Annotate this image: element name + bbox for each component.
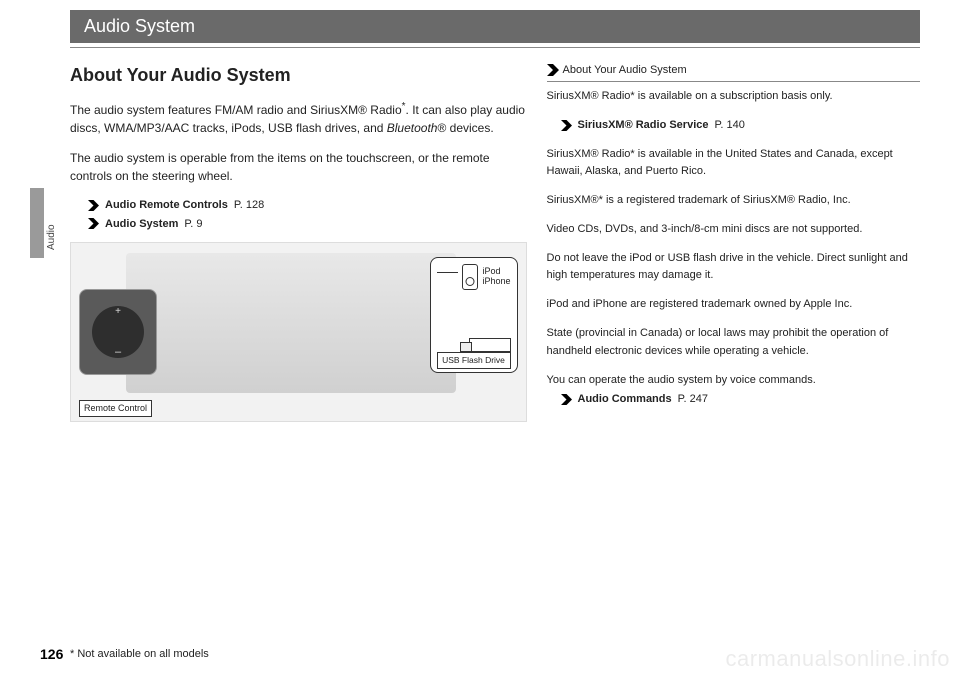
side-p5: Do not leave the iPod or USB flash drive… xyxy=(547,250,921,284)
side-p7: State (provincial in Canada) or local la… xyxy=(547,325,921,359)
ref-page: P. 140 xyxy=(715,117,745,134)
cross-ref: SiriusXM® Radio Service P. 140 xyxy=(561,117,921,134)
ref-page: P. 128 xyxy=(234,197,264,214)
link-icon xyxy=(561,394,572,405)
cross-ref: Audio Commands P. 247 xyxy=(561,391,921,408)
sidebar-heading: About Your Audio System xyxy=(547,62,921,82)
usb-drive-icon xyxy=(469,338,511,352)
page: Audio System Audio About Your Audio Syst… xyxy=(0,0,960,678)
intro-paragraph-1: The audio system features FM/AM radio an… xyxy=(70,99,527,137)
sidebar-column: About Your Audio System SiriusXM® Radio*… xyxy=(547,62,921,422)
ipod-icon xyxy=(462,264,478,290)
cross-ref: Audio Remote Controls P. 128 xyxy=(88,197,527,214)
ref-label: Audio Remote Controls xyxy=(105,197,228,214)
ref-label: SiriusXM® Radio Service xyxy=(578,117,709,134)
ipod-row: iPod iPhone xyxy=(437,264,511,290)
side-p4: Video CDs, DVDs, and 3-inch/8-cm mini di… xyxy=(547,221,921,238)
text: The audio system features FM/AM radio an… xyxy=(70,103,402,117)
link-icon xyxy=(88,200,99,211)
header-rule xyxy=(70,47,920,48)
side-p2: SiriusXM® Radio* is available in the Uni… xyxy=(547,146,921,180)
bluetooth-word: Bluetooth xyxy=(387,121,438,135)
dashboard-illustration xyxy=(126,253,456,393)
chapter-header: Audio System xyxy=(70,10,920,43)
content-row: About Your Audio System The audio system… xyxy=(70,62,920,422)
steering-dpad-icon xyxy=(92,306,144,358)
sidebar-heading-text: About Your Audio System xyxy=(563,64,687,76)
text: ® devices. xyxy=(437,121,493,135)
side-p8: You can operate the audio system by voic… xyxy=(547,372,921,389)
ref-label: Audio Commands xyxy=(578,391,672,408)
link-icon xyxy=(561,120,572,131)
section-tab-label: Audio xyxy=(46,224,57,250)
remote-control-label: Remote Control xyxy=(79,400,152,418)
intro-paragraph-2: The audio system is operable from the it… xyxy=(70,149,527,185)
page-number: 126 xyxy=(40,646,63,662)
main-column: About Your Audio System The audio system… xyxy=(70,62,527,422)
info-icon xyxy=(547,64,559,76)
ref-label: Audio System xyxy=(105,216,178,233)
cross-ref: Audio System P. 9 xyxy=(88,216,527,233)
side-p6: iPod and iPhone are registered trademark… xyxy=(547,296,921,313)
usb-drive-label: USB Flash Drive xyxy=(437,352,511,369)
iphone-label: iPhone xyxy=(482,277,510,287)
section-tab xyxy=(30,188,44,258)
cable-icon xyxy=(437,272,459,282)
remote-control-inset xyxy=(79,289,157,375)
watermark: carmanualsonline.info xyxy=(725,646,950,672)
section-title: About Your Audio System xyxy=(70,62,527,89)
ref-page: P. 9 xyxy=(184,216,202,233)
side-p3: SiriusXM®* is a registered trademark of … xyxy=(547,192,921,209)
footnote: * Not available on all models xyxy=(70,648,209,660)
usb-ipod-inset: iPod iPhone USB Flash Drive xyxy=(430,257,518,373)
ref-page: P. 247 xyxy=(678,391,708,408)
dashboard-diagram: Remote Control iPod iPhone USB Flash Dri… xyxy=(70,242,527,422)
side-p1: SiriusXM® Radio* is available on a subsc… xyxy=(547,88,921,105)
link-icon xyxy=(88,218,99,229)
